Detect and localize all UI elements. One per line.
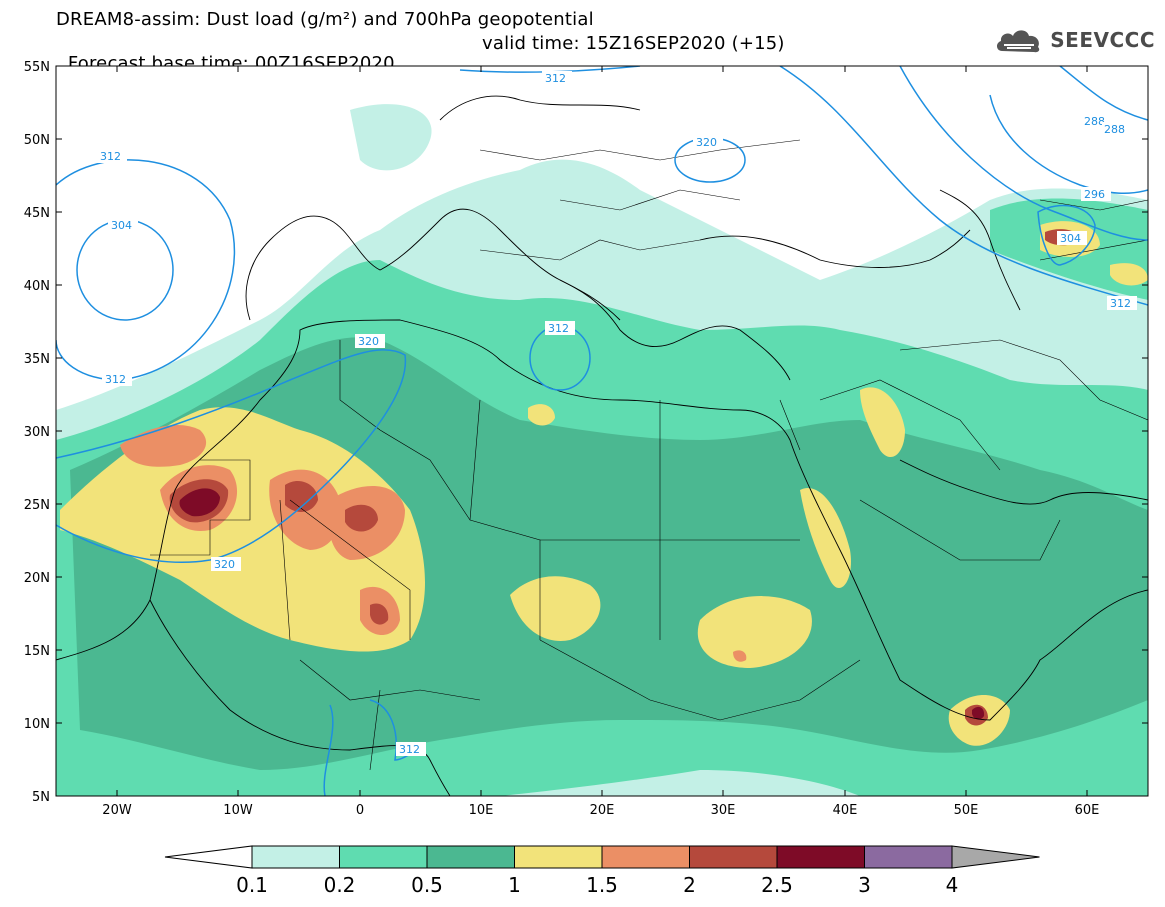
lat-label: 50N [24, 133, 50, 148]
colorbar-label: 3 [858, 873, 871, 897]
colorbar-segment [776, 845, 865, 869]
axis-ticks [56, 66, 1148, 796]
contour-label: 304 [1060, 232, 1081, 245]
longitude-labels: 20W 10W 0 10E 20E 30E 40E 50E 60E [102, 803, 1099, 818]
contour-label: 312 [399, 743, 420, 756]
colorbar-segment [339, 845, 428, 869]
contour-label: 296 [1084, 188, 1105, 201]
colorbar-label: 1.5 [586, 873, 618, 897]
lon-label: 40E [833, 803, 858, 818]
lon-label: 20W [102, 803, 132, 818]
contour-label: 312 [545, 72, 566, 85]
contour-label: 312 [105, 373, 126, 386]
valid-time: valid time: 15Z16SEP2020 (+15) [482, 33, 785, 54]
lat-label: 40N [24, 279, 50, 294]
dust-layer-1-arabia [860, 387, 905, 458]
dust-field [56, 66, 1148, 796]
colorbar: 0.1 0.2 0.5 1 1.5 2 2.5 3 4 [164, 845, 1040, 897]
colorbar-label: 1 [508, 873, 521, 897]
colorbar-segment [689, 845, 778, 869]
lon-label: 10E [469, 803, 494, 818]
colorbar-label: 0.5 [411, 873, 443, 897]
lon-label: 60E [1075, 803, 1100, 818]
dust-layer-1-libya [528, 404, 555, 426]
dust-layer-1.5-sudan [733, 650, 747, 662]
dust-layer-1-chad [510, 576, 601, 641]
lat-label: 15N [24, 644, 50, 659]
colorbar-segment [426, 845, 515, 869]
geopotential-contours [56, 66, 1148, 796]
lon-label: 30E [711, 803, 736, 818]
lon-label: 10W [223, 803, 253, 818]
colorbar-label: 2 [683, 873, 696, 897]
colorbar-label: 4 [946, 873, 959, 897]
contour-label: 320 [358, 335, 379, 348]
contour-label: 320 [696, 136, 717, 149]
contour-label: 320 [214, 558, 235, 571]
colorbar-label: 2.5 [761, 873, 793, 897]
lon-label: 20E [590, 803, 615, 818]
lat-label: 25N [24, 498, 50, 513]
country-borders [150, 139, 1148, 771]
colorbar-segment [251, 845, 340, 869]
colorbar-label: 0.2 [324, 873, 356, 897]
lat-label: 55N [24, 60, 50, 75]
contour-label: 312 [548, 322, 569, 335]
dust-layer-1-red-sea [800, 488, 851, 589]
dust-layer-0.1-north [350, 104, 626, 242]
cloud-icon [997, 30, 1040, 53]
dust-layer-1-sudan [697, 596, 812, 668]
colorbar-segment [601, 845, 690, 869]
latitude-labels: 55N 50N 45N 40N 35N 30N 25N 20N 15N 10N … [24, 60, 50, 805]
lat-label: 45N [24, 206, 50, 221]
colorbar-segment [951, 845, 1040, 869]
colorbar-label: 0.1 [236, 873, 268, 897]
lat-label: 30N [24, 425, 50, 440]
contour-labels: 312 320 312 304 312 320 312 312 320 288 … [97, 71, 1137, 756]
seevccc-logo: SEEVCCC [994, 22, 1155, 58]
contour-label: 288 [1104, 123, 1125, 136]
colorbar-under-triangle [164, 845, 253, 869]
colorbar-segment [864, 845, 953, 869]
contour-label: 304 [111, 219, 132, 232]
contour-label: 312 [1110, 297, 1131, 310]
lon-label: 0 [356, 803, 364, 818]
lon-label: 50E [954, 803, 979, 818]
lat-label: 10N [24, 717, 50, 732]
coastlines [56, 95, 1148, 796]
dust-layer-1 [60, 407, 425, 652]
contour-label: 312 [100, 150, 121, 163]
logo-text: SEEVCCC [1050, 28, 1155, 52]
lat-label: 35N [24, 352, 50, 367]
colorbar-segment [514, 845, 603, 869]
contour-label: 288 [1084, 115, 1105, 128]
map-title: DREAM8-assim: Dust load (g/m²) and 700hP… [56, 9, 594, 30]
lat-label: 20N [24, 571, 50, 586]
lat-label: 5N [32, 790, 50, 805]
